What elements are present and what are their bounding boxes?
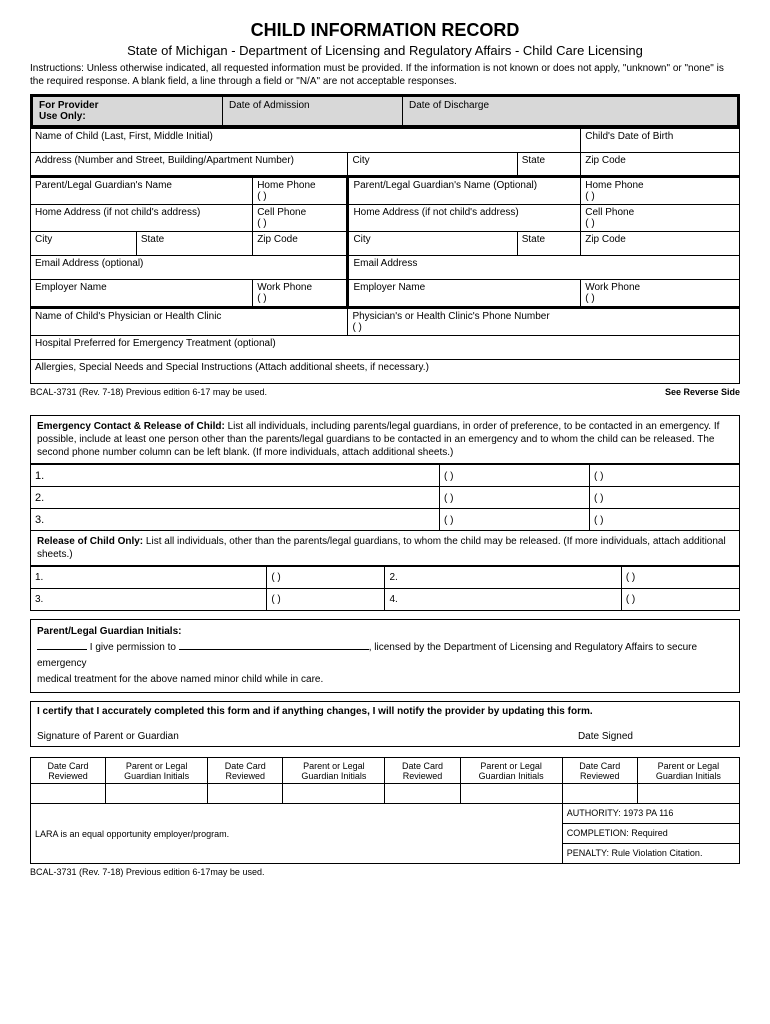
emergency-row-2[interactable]: 2.	[31, 487, 440, 509]
date-signed-label: Date Signed	[578, 731, 633, 742]
form-title: CHILD INFORMATION RECORD	[30, 20, 740, 41]
review-hdr-1b: Parent or Legal Guardian Initials	[106, 758, 208, 784]
release-section: Release of Child Only: List all individu…	[30, 531, 740, 566]
review-hdr-3a: Date Card Reviewed	[385, 758, 460, 784]
authority-text: AUTHORITY: 1973 PA 116	[562, 804, 739, 824]
release-1[interactable]: 1.	[31, 567, 267, 589]
field-hospital[interactable]: Hospital Preferred for Emergency Treatme…	[31, 336, 740, 360]
field-city[interactable]: City	[348, 153, 517, 177]
release-2[interactable]: 2.	[385, 567, 621, 589]
signature-label: Signature of Parent or Guardian	[37, 731, 179, 742]
field-homephone1[interactable]: Home Phone( )	[253, 177, 348, 205]
field-cellphone1[interactable]: Cell Phone( )	[253, 205, 348, 232]
release-phone-4[interactable]: ( )	[621, 589, 739, 611]
review-cell-4a[interactable]	[562, 784, 637, 804]
initials-label: Parent/Legal Guardian Initials:	[37, 624, 733, 640]
instructions: Instructions: Unless otherwise indicated…	[30, 62, 740, 88]
initials-text-2: medical treatment for the above named mi…	[37, 672, 733, 688]
review-hdr-2a: Date Card Reviewed	[208, 758, 283, 784]
field-employer1[interactable]: Employer Name	[31, 280, 253, 308]
footer-left: BCAL-3731 (Rev. 7-18) Previous edition 6…	[30, 387, 267, 397]
discharge-label: Date of Discharge	[403, 97, 737, 125]
review-cell-3b[interactable]	[460, 784, 562, 804]
certify-box: I certify that I accurately completed th…	[30, 701, 740, 747]
release-phone-3[interactable]: ( )	[267, 589, 385, 611]
lara-text: LARA is an equal opportunity employer/pr…	[31, 804, 563, 864]
initials-box: Parent/Legal Guardian Initials: I give p…	[30, 619, 740, 693]
release-bold: Release of Child Only:	[37, 536, 143, 547]
emergency-phone-2a[interactable]: ( )	[440, 487, 590, 509]
review-cell-2a[interactable]	[208, 784, 283, 804]
field-zip1[interactable]: Zip Code	[253, 232, 348, 256]
initials-text-1a: I give permission to	[87, 642, 179, 653]
field-zip[interactable]: Zip Code	[581, 153, 740, 177]
field-allergies[interactable]: Allergies, Special Needs and Special Ins…	[31, 360, 740, 384]
provider-label: For Provider	[39, 100, 98, 111]
review-cell-1b[interactable]	[106, 784, 208, 804]
provider-box: For ProviderUse Only: Date of Admission …	[30, 94, 740, 128]
emergency-row-1[interactable]: 1.	[31, 465, 440, 487]
field-dob[interactable]: Child's Date of Birth	[581, 129, 740, 153]
emergency-bold: Emergency Contact & Release of Child:	[37, 421, 225, 432]
review-cell-1a[interactable]	[31, 784, 106, 804]
field-state[interactable]: State	[517, 153, 580, 177]
footer-right: See Reverse Side	[665, 387, 740, 397]
review-cell-3a[interactable]	[385, 784, 460, 804]
emergency-phone-3a[interactable]: ( )	[440, 509, 590, 531]
review-cell-4b[interactable]	[637, 784, 739, 804]
field-cellphone2[interactable]: Cell Phone( )	[581, 205, 740, 232]
penalty-text: PENALTY: Rule Violation Citation.	[562, 844, 739, 864]
field-employer2[interactable]: Employer Name	[348, 280, 581, 308]
admission-label: Date of Admission	[223, 97, 403, 125]
review-hdr-4a: Date Card Reviewed	[562, 758, 637, 784]
provider-sub: Use Only:	[39, 111, 86, 122]
initials-blank[interactable]	[37, 649, 87, 650]
field-homephone2[interactable]: Home Phone( )	[581, 177, 740, 205]
emergency-phone-2b[interactable]: ( )	[590, 487, 740, 509]
certify-bold: I certify that I accurately completed th…	[37, 706, 733, 717]
emergency-phone-1b[interactable]: ( )	[590, 465, 740, 487]
field-email1[interactable]: Email Address (optional)	[31, 256, 348, 280]
field-workphone2[interactable]: Work Phone( )	[581, 280, 740, 308]
field-homeaddr1[interactable]: Home Address (if not child's address)	[31, 205, 253, 232]
release-phone-2[interactable]: ( )	[621, 567, 739, 589]
release-4[interactable]: 4.	[385, 589, 621, 611]
field-guardian1[interactable]: Parent/Legal Guardian's Name	[31, 177, 253, 205]
field-address[interactable]: Address (Number and Street, Building/Apa…	[31, 153, 348, 177]
completion-text: COMPLETION: Required	[562, 824, 739, 844]
field-physician[interactable]: Name of Child's Physician or Health Clin…	[31, 308, 348, 336]
release-list: 1.( ) 2.( ) 3.( ) 4.( )	[30, 566, 740, 611]
review-hdr-3b: Parent or Legal Guardian Initials	[460, 758, 562, 784]
field-state2[interactable]: State	[517, 232, 580, 256]
footer-note-1: BCAL-3731 (Rev. 7-18) Previous edition 6…	[30, 387, 740, 397]
field-city1[interactable]: City	[31, 232, 137, 256]
field-homeaddr2[interactable]: Home Address (if not child's address)	[348, 205, 581, 232]
field-physician-phone[interactable]: Physician's or Health Clinic's Phone Num…	[348, 308, 740, 336]
review-hdr-4b: Parent or Legal Guardian Initials	[637, 758, 739, 784]
field-guardian2[interactable]: Parent/Legal Guardian's Name (Optional)	[348, 177, 581, 205]
release-phone-1[interactable]: ( )	[267, 567, 385, 589]
field-state1[interactable]: State	[136, 232, 252, 256]
release-3[interactable]: 3.	[31, 589, 267, 611]
emergency-phone-1a[interactable]: ( )	[440, 465, 590, 487]
emergency-phone-3b[interactable]: ( )	[590, 509, 740, 531]
review-cell-2b[interactable]	[283, 784, 385, 804]
footer-note-2: BCAL-3731 (Rev. 7-18) Previous edition 6…	[30, 867, 740, 877]
emergency-row-3[interactable]: 3.	[31, 509, 440, 531]
field-child-name[interactable]: Name of Child (Last, First, Middle Initi…	[31, 129, 581, 153]
child-info-table: Name of Child (Last, First, Middle Initi…	[30, 128, 740, 384]
review-hdr-1a: Date Card Reviewed	[31, 758, 106, 784]
field-email2[interactable]: Email Address	[348, 256, 740, 280]
review-table: Date Card Reviewed Parent or Legal Guard…	[30, 757, 740, 864]
emergency-list: 1.( )( ) 2.( )( ) 3.( )( )	[30, 464, 740, 531]
field-city2[interactable]: City	[348, 232, 517, 256]
field-zip2[interactable]: Zip Code	[581, 232, 740, 256]
review-hdr-2b: Parent or Legal Guardian Initials	[283, 758, 385, 784]
field-workphone1[interactable]: Work Phone( )	[253, 280, 348, 308]
emergency-section: Emergency Contact & Release of Child: Li…	[30, 415, 740, 464]
permission-blank[interactable]	[179, 649, 369, 650]
form-subtitle: State of Michigan - Department of Licens…	[30, 43, 740, 58]
